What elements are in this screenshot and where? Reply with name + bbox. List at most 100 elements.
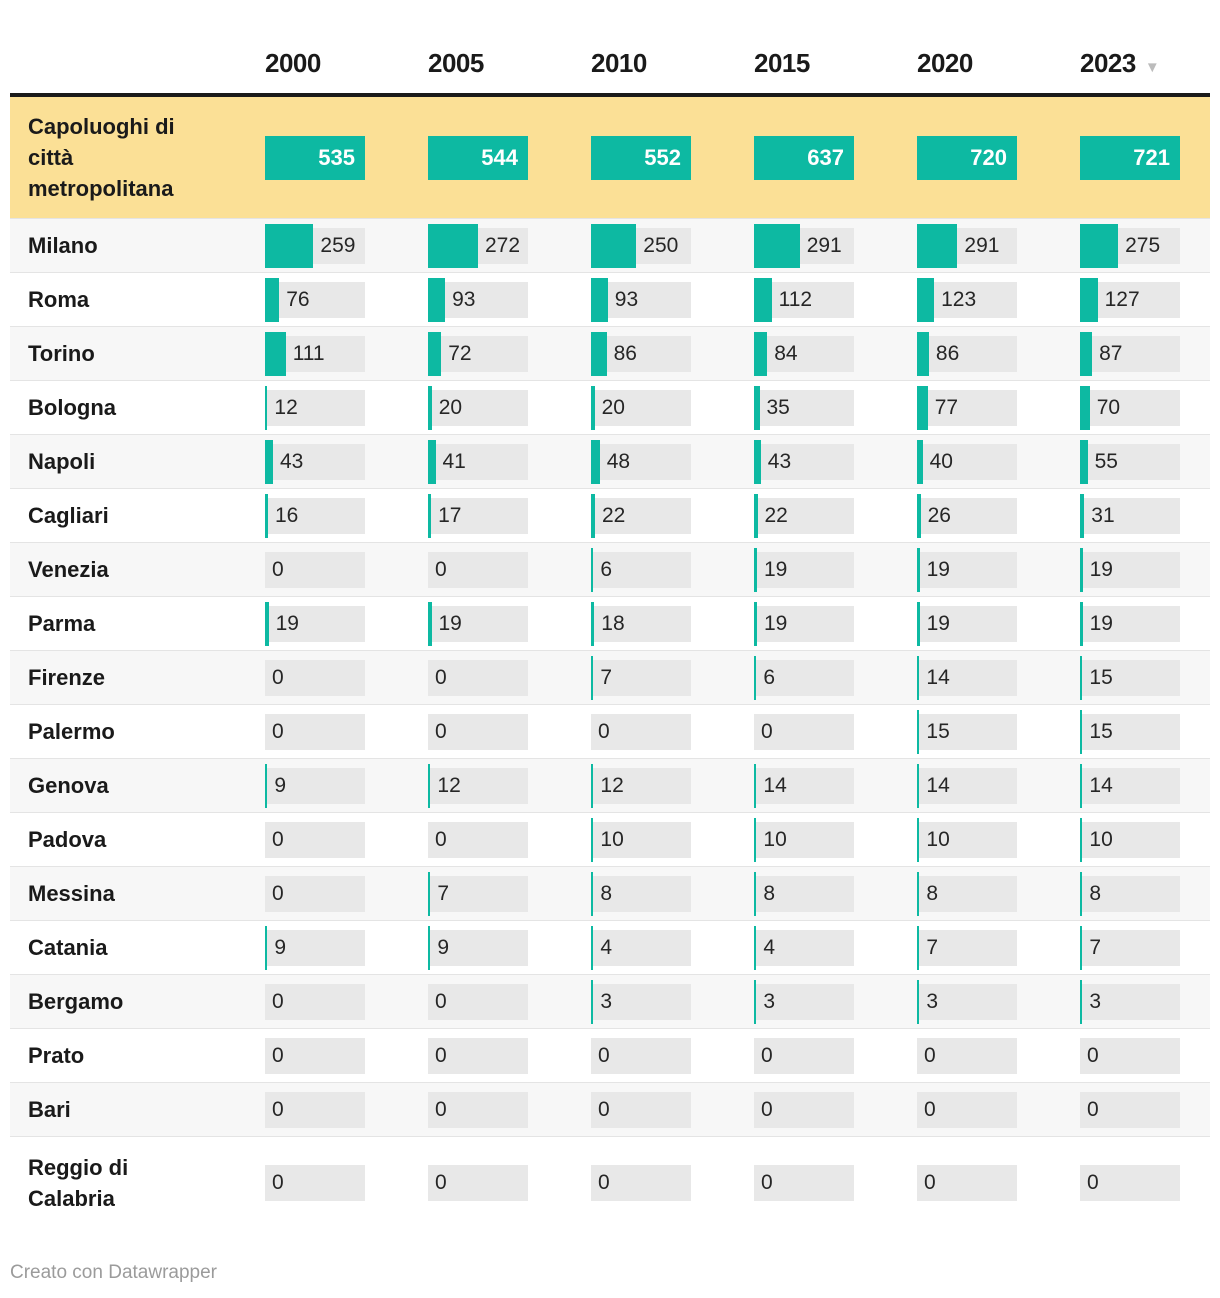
bar-track xyxy=(265,767,365,804)
data-cell-2010: 250 xyxy=(591,219,754,272)
cell-value: 87 xyxy=(1099,341,1123,365)
bar-track xyxy=(917,929,1017,966)
data-cell-2010: 18 xyxy=(591,597,754,650)
column-header-2020[interactable]: 2020 xyxy=(917,48,1080,79)
bar-cell: 43 xyxy=(754,435,854,488)
bar-fill xyxy=(754,925,757,970)
bar-track xyxy=(428,983,528,1020)
cell-value: 0 xyxy=(598,719,610,743)
column-header-2010[interactable]: 2010 xyxy=(591,48,754,79)
bar-track xyxy=(917,443,1017,480)
bar-fill xyxy=(754,547,757,592)
data-cell-2005: 20 xyxy=(428,381,591,434)
bar-track xyxy=(265,821,365,858)
bar-track xyxy=(1080,713,1180,750)
data-cell-2020: 14 xyxy=(917,651,1080,704)
bar-fill xyxy=(917,817,920,862)
row-label-text: Firenze xyxy=(28,665,106,690)
bar-track xyxy=(917,1037,1017,1074)
cell-value: 15 xyxy=(926,719,950,743)
bar-track xyxy=(1080,1164,1180,1201)
bar-fill xyxy=(1080,709,1083,754)
cell-value: 0 xyxy=(272,1097,284,1121)
data-cell-2023: 19 xyxy=(1080,543,1210,596)
datawrapper-credit-link[interactable]: Creato con Datawrapper xyxy=(10,1262,217,1283)
data-cell-2015: 8 xyxy=(754,867,917,920)
bar-cell: 544 xyxy=(428,97,528,218)
bar-cell: 20 xyxy=(591,381,691,434)
table-row-messina: Messina 0 7 8 8 8 8 xyxy=(10,866,1210,920)
bar-cell: 552 xyxy=(591,97,691,218)
bar-cell: 10 xyxy=(1080,813,1180,866)
data-cell-2023: 31 xyxy=(1080,489,1210,542)
cell-value: 8 xyxy=(763,881,776,905)
row-label-text: Padova xyxy=(28,827,107,852)
row-label: Prato xyxy=(10,1029,265,1082)
column-header-2005[interactable]: 2005 xyxy=(428,48,591,79)
column-header-label: 2015 xyxy=(754,48,810,78)
cell-value: 0 xyxy=(435,557,447,581)
cell-value: 18 xyxy=(601,611,625,635)
bar-fill xyxy=(754,601,757,646)
bar-cell: 12 xyxy=(428,759,528,812)
cell-value: 43 xyxy=(280,449,304,473)
bar-track xyxy=(428,389,528,426)
cell-value: 31 xyxy=(1091,503,1115,527)
column-header-2023[interactable]: 2023 ▼ xyxy=(1080,48,1210,79)
bar-cell: 0 xyxy=(1080,1083,1180,1136)
bar-cell: 8 xyxy=(917,867,1017,920)
cell-value: 8 xyxy=(600,881,613,905)
cell-value: 19 xyxy=(926,557,950,581)
bar-track xyxy=(754,1164,854,1201)
bar-track xyxy=(1080,767,1180,804)
data-cell-2005: 0 xyxy=(428,1083,591,1136)
column-header-2015[interactable]: 2015 xyxy=(754,48,917,79)
cell-value: 0 xyxy=(435,1097,447,1121)
bar-track xyxy=(591,551,691,588)
column-header-2000[interactable]: 2000 xyxy=(265,48,428,79)
bar-fill xyxy=(1080,439,1088,484)
total-value: 721 xyxy=(1133,144,1170,170)
data-cell-2023: 3 xyxy=(1080,975,1210,1028)
data-cell-2020: 3 xyxy=(917,975,1080,1028)
cell-value: 22 xyxy=(764,503,788,527)
cell-value: 10 xyxy=(600,827,624,851)
bar-fill xyxy=(1080,277,1098,322)
bar-cell: 272 xyxy=(428,219,528,272)
bar-track xyxy=(265,875,365,912)
bar-cell: 0 xyxy=(754,1083,854,1136)
bar-track xyxy=(1080,929,1180,966)
cell-value: 14 xyxy=(1089,773,1113,797)
data-cell-2010: 0 xyxy=(591,1137,754,1228)
bar-fill xyxy=(428,277,446,322)
row-label: Venezia xyxy=(10,543,265,596)
data-cell-2015: 43 xyxy=(754,435,917,488)
bar-fill xyxy=(265,493,268,538)
table-row-cagliari: Cagliari 16 17 22 22 26 31 xyxy=(10,488,1210,542)
bar-fill xyxy=(1080,817,1083,862)
cell-value: 4 xyxy=(763,935,776,959)
cell-value: 0 xyxy=(598,1170,610,1194)
table-row-napoli: Napoli 43 41 48 43 40 55 xyxy=(10,434,1210,488)
bar-track xyxy=(754,821,854,858)
cell-value: 0 xyxy=(924,1043,936,1067)
bar-fill xyxy=(917,439,923,484)
bar-cell: 84 xyxy=(754,327,854,380)
row-label: Parma xyxy=(10,597,265,650)
row-label-text: Prato xyxy=(28,1043,85,1068)
bar-fill xyxy=(428,601,432,646)
bar-cell: 0 xyxy=(1080,1029,1180,1082)
bar-track xyxy=(917,551,1017,588)
data-cell-2015: 0 xyxy=(754,1083,917,1136)
bar-cell: 70 xyxy=(1080,381,1180,434)
bar-fill xyxy=(917,547,920,592)
table-row-bologna: Bologna 12 20 20 35 77 70 xyxy=(10,380,1210,434)
table-row-firenze: Firenze 0 0 7 6 14 15 xyxy=(10,650,1210,704)
bar-track xyxy=(1080,497,1180,534)
cell-value: 19 xyxy=(764,611,788,635)
cell-value: 48 xyxy=(606,449,631,473)
cell-value: 15 xyxy=(1089,719,1113,743)
table-row-palermo: Palermo 0 0 0 0 15 15 xyxy=(10,704,1210,758)
bar-track xyxy=(265,929,365,966)
row-label-text: Napoli xyxy=(28,449,96,474)
